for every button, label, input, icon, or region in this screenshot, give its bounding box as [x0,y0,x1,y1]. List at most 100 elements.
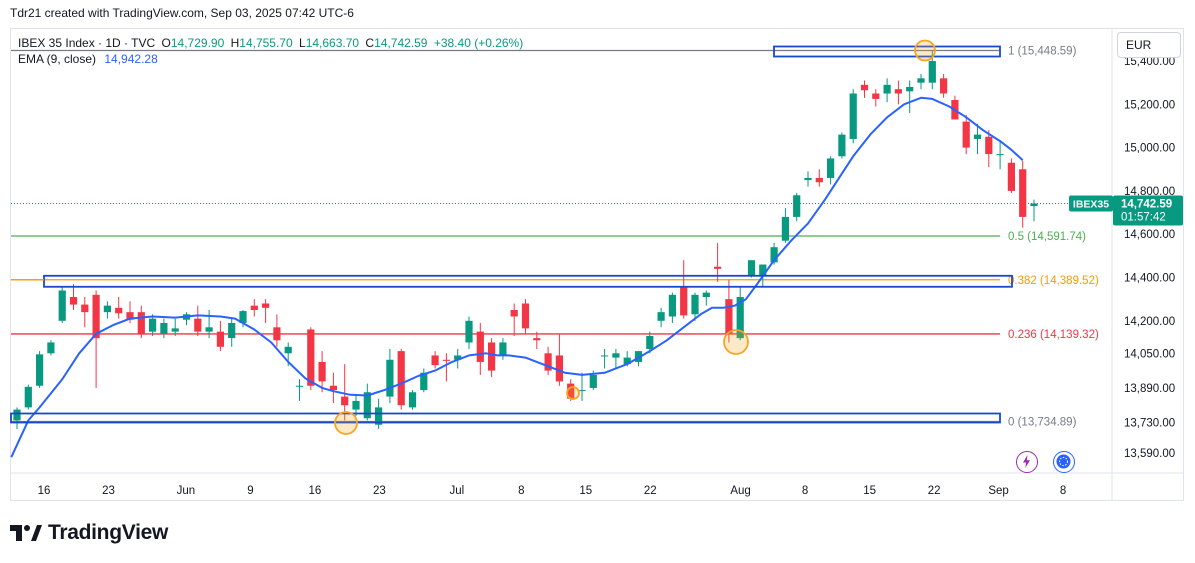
candle-body[interactable] [137,312,145,334]
candle-body[interactable] [646,335,654,349]
candle-body[interactable] [973,134,982,139]
lightning-event-button[interactable] [1016,451,1038,473]
candle-body[interactable] [216,331,224,347]
candle-body[interactable] [521,303,530,329]
candle-body[interactable] [47,342,55,354]
candle-body[interactable] [544,353,552,371]
candle-body[interactable] [702,292,710,297]
candle-body[interactable] [1019,169,1027,217]
candle-body[interactable] [759,264,767,276]
candle-body[interactable] [917,78,925,83]
candle-body[interactable] [228,322,236,339]
candle-body[interactable] [555,355,563,382]
candle-body[interactable] [13,409,21,421]
candle-body[interactable] [69,296,78,305]
candle-body[interactable] [815,177,823,183]
candle-body[interactable] [962,121,970,148]
candle-body[interactable] [465,320,473,343]
candle-body[interactable] [736,296,744,339]
candle-body[interactable] [793,195,801,217]
candle-body[interactable] [262,303,270,308]
candle-body[interactable] [985,136,993,155]
candle-body[interactable] [24,386,32,408]
candle-body[interactable] [781,216,789,241]
candle-body[interactable] [194,318,202,332]
currency-button[interactable]: EUR [1117,32,1181,58]
chart-area[interactable] [10,28,1184,501]
candle-body[interactable] [906,86,914,92]
candle-body[interactable] [171,328,179,332]
highlight-circle[interactable] [914,39,936,62]
candle-body[interactable] [860,84,869,91]
candle-body[interactable] [160,322,168,334]
ema-line[interactable] [10,96,1024,458]
candle-body[interactable] [1007,162,1015,191]
candle-body[interactable] [36,354,44,386]
support-box[interactable] [10,412,1001,424]
candle-body[interactable] [940,78,948,94]
candle-body[interactable] [103,305,111,313]
highlight-circle[interactable] [723,329,749,355]
candle-body[interactable] [691,294,699,315]
candle-body[interactable] [454,355,462,360]
candle-body[interactable] [601,355,609,357]
candle-body[interactable] [239,311,247,323]
highlight-circle[interactable] [334,411,358,435]
candle-body[interactable] [770,247,778,263]
candle-body[interactable] [567,383,575,399]
candle-body[interactable] [657,312,665,321]
candle-body[interactable] [623,357,631,365]
candle-body[interactable] [295,385,304,387]
candle-body[interactable] [341,396,349,406]
candle-body[interactable] [612,353,620,358]
candle-body[interactable] [318,361,326,382]
candle-body[interactable] [476,331,484,362]
candle-body[interactable] [81,304,89,313]
candle-body[interactable] [442,359,450,361]
candle-body[interactable] [375,407,383,425]
candle-body[interactable] [386,359,394,397]
tradingview-logo[interactable]: TradingView [10,521,168,545]
candle-body[interactable] [872,93,880,99]
candle-body[interactable] [352,400,360,410]
candle-body[interactable] [883,84,891,94]
candle-body[interactable] [838,134,846,157]
highlight-circle[interactable] [566,386,580,400]
candle-body[interactable] [804,177,812,181]
candle-body[interactable] [747,260,756,276]
breakout-zone-box[interactable] [43,274,1013,288]
candle-body[interactable] [284,346,292,354]
candle-body[interactable] [420,372,428,391]
candle-body[interactable] [92,294,100,339]
candle-body[interactable] [58,290,66,321]
candle-body[interactable] [589,374,597,388]
candle-body[interactable] [363,392,371,419]
candle-body[interactable] [273,327,281,341]
candle-body[interactable] [307,329,315,386]
economic-event-button[interactable] [1053,451,1075,473]
candle-body[interactable] [408,392,417,408]
candle-body[interactable] [928,61,936,83]
candle-body[interactable] [996,154,1004,156]
candle-body[interactable] [431,355,439,366]
candle-body[interactable] [250,305,258,310]
candle-body[interactable] [488,342,496,371]
candle-body[interactable] [1030,203,1038,207]
candle-body[interactable] [115,307,123,314]
candle-body[interactable] [205,327,213,332]
candle-body[interactable] [126,312,134,320]
candle-body[interactable] [329,385,337,391]
candle-body[interactable] [894,89,902,94]
candle-body[interactable] [510,309,518,317]
candle-body[interactable] [397,351,405,406]
resistance-box[interactable] [773,45,1001,58]
candle-body[interactable] [578,390,586,392]
candle-body[interactable] [849,93,857,139]
candle-body[interactable] [149,318,157,332]
candle-body[interactable] [668,294,676,317]
candle-body[interactable] [680,286,688,316]
candle-body[interactable] [499,342,507,356]
candle-body[interactable] [827,158,835,178]
candle-body[interactable] [533,338,541,341]
